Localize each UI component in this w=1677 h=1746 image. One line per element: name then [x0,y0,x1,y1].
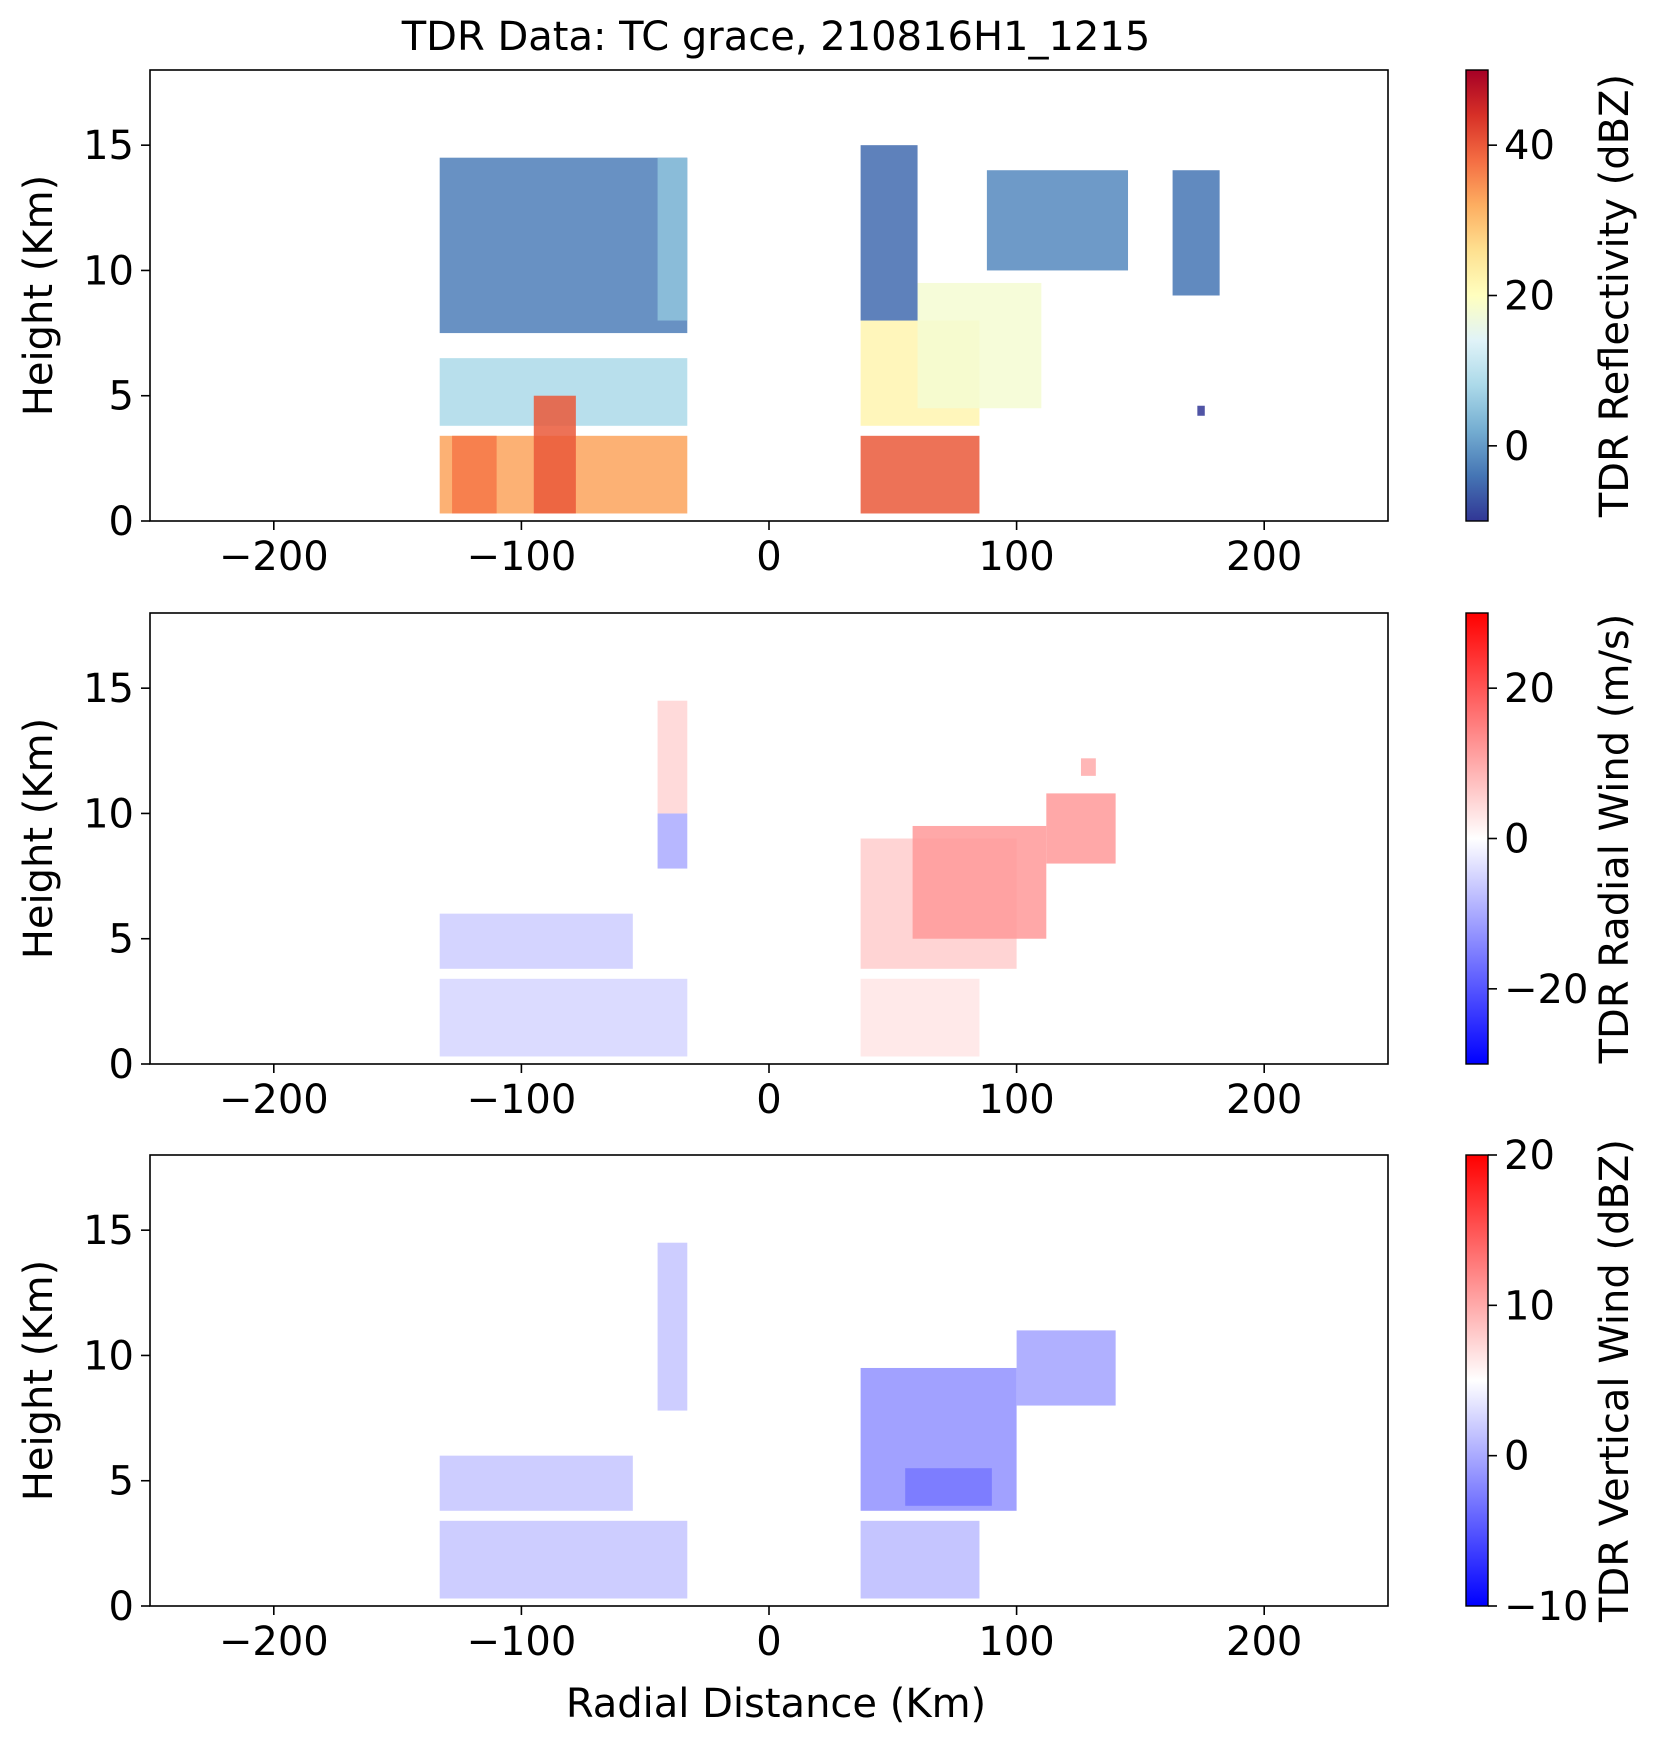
y-tick-label: 5 [109,374,134,420]
y-tick-label: 0 [109,1584,134,1630]
data-cell [657,157,688,321]
x-tick-label: 200 [1226,534,1302,580]
x-tick-label: 0 [756,1077,781,1123]
x-tick-label: −100 [466,1077,576,1123]
y-tick-label: 10 [83,248,134,294]
y-axis-label: Height (Km) [16,175,62,416]
reflectivity-panel: −200 −100 0 100 200 0 5 10 15 Height (Km) 0 20 40 TDR… [16,69,1638,580]
y-tick-label: 0 [109,1042,134,1088]
colorbar [1465,1154,1489,1607]
data-cell [452,435,497,514]
y-axis-label: Height (Km) [16,718,62,959]
data-cell [439,1520,688,1599]
y-tick-label: 5 [109,1459,134,1505]
data-cell [1172,170,1220,296]
data-cell [657,1242,688,1411]
data-cell [860,1520,980,1599]
colorbar-label: TDR Vertical Wind (dBZ) [1592,1139,1638,1623]
colorbar-label: TDR Reflectivity (dBZ) [1592,74,1638,518]
y-tick-label: 15 [83,1208,134,1254]
data-regions [439,1242,1116,1599]
data-cell [439,157,688,334]
x-tick-label: 100 [978,1619,1054,1665]
x-tick-label: 100 [978,1077,1054,1123]
colorbar [1465,612,1489,1065]
data-cell [1197,405,1205,416]
data-cell [1080,758,1096,776]
data-cell [439,1455,633,1511]
data-cell [860,978,980,1057]
x-tick-label: 200 [1226,1077,1302,1123]
colorbar-tick-label: 40 [1504,123,1555,169]
data-cell [860,435,980,514]
data-cell [439,913,633,969]
x-tick-label: 100 [978,534,1054,580]
x-tick-label: −200 [219,1619,329,1665]
data-cell [657,813,688,869]
data-cell [860,145,918,321]
data-regions [439,700,1116,1057]
colorbar [1465,69,1489,522]
x-tick-label: −200 [219,534,329,580]
y-tick-label: 15 [83,123,134,169]
colorbar-tick-label: −20 [1504,967,1588,1013]
data-cell [533,395,576,514]
data-cell [439,978,688,1057]
y-tick-label: 10 [83,791,134,837]
colorbar-label: TDR Radial Wind (m/s) [1592,614,1638,1065]
y-tick-label: 0 [109,499,134,545]
colorbar-tick-label: 0 [1504,424,1529,470]
x-tick-label: −100 [466,534,576,580]
colorbar-tick-label: −10 [1504,1584,1588,1630]
figure-title: TDR Data: TC grace, 210816H1_1215 [401,14,1151,60]
colorbar-tick-label: 0 [1504,1434,1529,1480]
data-cell [912,825,1047,939]
data-cell [1016,1330,1116,1406]
colorbar-tick-label: 0 [1504,817,1529,863]
colorbar-tick-label: 20 [1504,666,1555,712]
data-cell [905,1468,992,1506]
y-tick-label: 5 [109,917,134,963]
x-tick-label: 200 [1226,1619,1302,1665]
x-tick-label: 0 [756,1619,781,1665]
data-cell [657,700,688,814]
y-tick-label: 15 [83,666,134,712]
colorbar-tick-label: 10 [1504,1283,1555,1329]
colorbar-tick-label: 20 [1504,1133,1555,1179]
x-tick-label: −200 [219,1077,329,1123]
x-tick-label: 0 [756,534,781,580]
x-axis-label: Radial Distance (Km) [566,1681,986,1727]
data-cell [1046,793,1116,864]
colorbar-tick-label: 20 [1504,274,1555,320]
data-cell [986,170,1129,271]
y-axis-label: Height (Km) [16,1260,62,1501]
x-tick-label: −100 [466,1619,576,1665]
data-regions [439,145,1220,514]
data-cell [917,282,1042,409]
y-tick-label: 10 [83,1333,134,1379]
